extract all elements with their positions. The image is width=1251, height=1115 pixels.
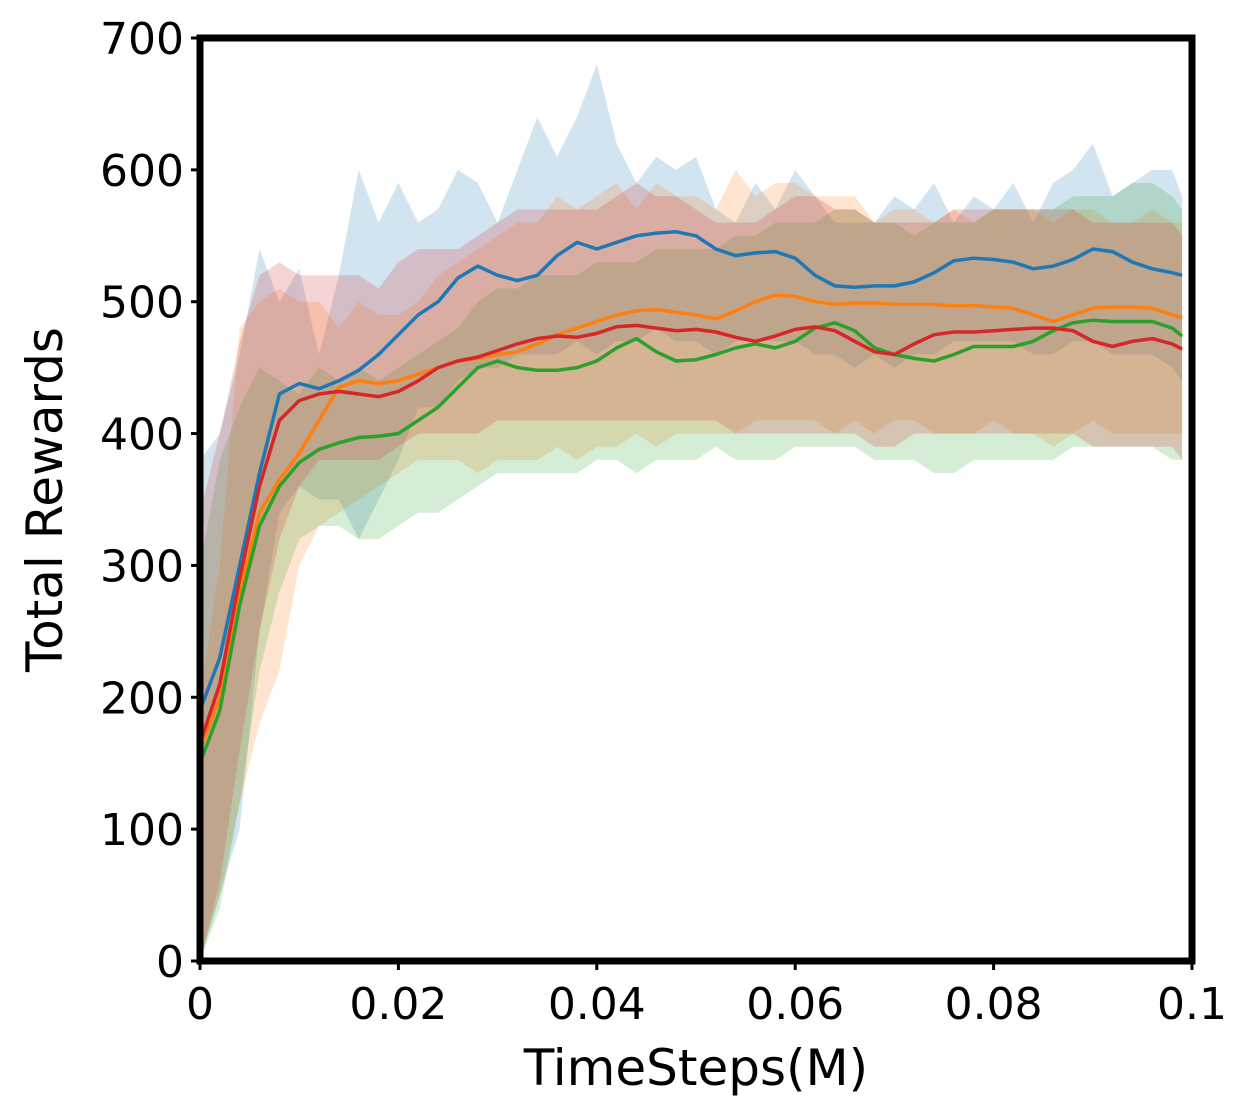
y-tick-label: 700: [100, 14, 184, 65]
x-tick-label: 0: [186, 979, 214, 1030]
x-tick-label: 0.06: [746, 979, 844, 1030]
x-tick-label: 0.02: [349, 979, 447, 1030]
y-tick-label: 400: [100, 410, 184, 461]
line-series-3: [198, 318, 1184, 764]
x-axis-label: TimeSteps(M): [523, 1039, 868, 1097]
y-tick-label: 600: [100, 146, 184, 197]
series-lines: [198, 230, 1184, 764]
line-series-2: [198, 293, 1183, 751]
y-tick-label: 500: [100, 278, 184, 329]
y-tick-label: 100: [100, 805, 184, 856]
x-tick-label: 0.08: [945, 979, 1043, 1030]
band-series-2: [200, 169, 1183, 961]
x-axis-ticks: 0 0.02 0.04 0.06 0.08 0.1: [186, 961, 1227, 1030]
band-series-4: [200, 183, 1183, 961]
band-series-3: [200, 183, 1183, 961]
x-tick-label: 0.1: [1157, 979, 1227, 1030]
x-tick-label: 0.04: [548, 979, 646, 1030]
y-tick-label: 0: [156, 937, 184, 988]
y-axis-label: Total Rewards: [16, 327, 74, 673]
plot-frame: [196, 34, 1196, 965]
band-series-1: [200, 64, 1183, 961]
y-tick-label: 300: [100, 541, 184, 592]
y-tick-label: 200: [100, 673, 184, 724]
line-series-1: [198, 230, 1183, 712]
y-axis-ticks: 0 100 200 300 400 500 600 700: [100, 14, 200, 988]
confidence-bands: [200, 64, 1183, 961]
line-series-4: [198, 323, 1183, 744]
